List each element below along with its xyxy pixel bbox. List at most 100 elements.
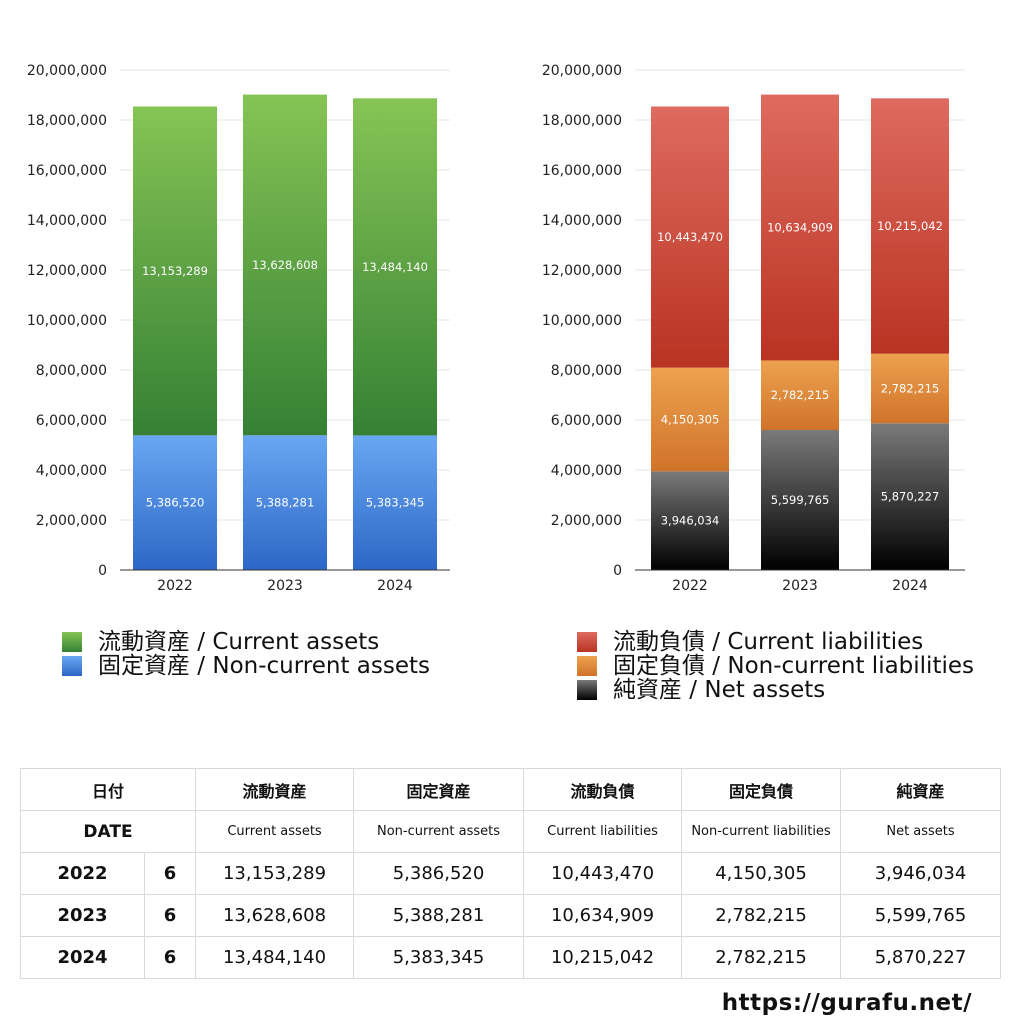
y-tick-label: 6,000,000 xyxy=(36,413,107,429)
y-tick-label: 18,000,000 xyxy=(542,113,622,129)
bar-segment xyxy=(133,106,217,436)
header-cell: 固定資産 xyxy=(353,768,525,811)
table-cell: 13,153,289 xyxy=(195,852,355,895)
y-tick-label: 10,000,000 xyxy=(27,313,107,329)
table-cell: 5,870,227 xyxy=(840,936,1002,979)
y-tick-label: 14,000,000 xyxy=(542,213,622,229)
bar-value-label: 13,628,608 xyxy=(252,258,318,272)
y-tick-label: 8,000,000 xyxy=(36,363,107,379)
table-cell: 13,484,140 xyxy=(195,936,355,979)
table-cell: 2,782,215 xyxy=(681,936,842,979)
x-tick-label: 2023 xyxy=(267,578,303,594)
bar-segment xyxy=(761,360,839,431)
y-tick-label: 16,000,000 xyxy=(27,163,107,179)
y-tick-label: 12,000,000 xyxy=(542,263,622,279)
bar-value-label: 5,870,227 xyxy=(881,490,940,504)
bar-segment xyxy=(133,435,217,570)
y-tick-label: 10,000,000 xyxy=(542,313,622,329)
y-tick-label: 14,000,000 xyxy=(27,213,107,229)
table-cell: 10,443,470 xyxy=(523,852,683,895)
y-tick-label: 4,000,000 xyxy=(551,463,622,479)
bar-value-label: 2,782,215 xyxy=(771,388,830,402)
bar-segment xyxy=(243,435,327,570)
y-tick-label: 2,000,000 xyxy=(36,513,107,529)
bar-segment xyxy=(243,94,327,436)
legend-swatch xyxy=(62,632,82,652)
row-year: 2024 xyxy=(20,936,145,979)
y-tick-label: 20,000,000 xyxy=(542,63,622,79)
bar-value-label: 3,946,034 xyxy=(661,514,720,528)
assets-chart: 0 2,000,000 4,000,000 6,000,000 8,000,000 10,… xyxy=(27,63,450,594)
bar-value-label: 5,388,281 xyxy=(256,496,315,510)
legend-label: 固定資産 / Non-current assets xyxy=(98,653,431,679)
header-cell-en: Current liabilities xyxy=(523,810,683,853)
y-tick-label: 20,000,000 xyxy=(27,63,107,79)
x-tick-label: 2024 xyxy=(377,578,413,594)
bar-value-label: 5,386,520 xyxy=(146,496,205,510)
table-cell: 5,599,765 xyxy=(840,894,1002,937)
table-cell: 5,388,281 xyxy=(353,894,525,937)
liabilities-chart: 0 2,000,000 4,000,000 6,000,000 8,000,000 10,… xyxy=(542,63,965,594)
row-month: 6 xyxy=(143,936,197,979)
bar-segment xyxy=(353,98,437,436)
charts-canvas: 0 2,000,000 4,000,000 6,000,000 8,000,000 10,… xyxy=(27,63,965,594)
legend-label: 固定負債 / Non-current liabilities xyxy=(613,653,974,679)
table-cell: 13,628,608 xyxy=(195,894,355,937)
table-cell: 4,150,305 xyxy=(681,852,842,895)
table-header-row: 日付 流動資産 固定資産 流動負債 固定負債 純資産 xyxy=(19,768,1002,811)
header-date-en: DATE xyxy=(19,810,197,853)
bar-value-label: 4,150,305 xyxy=(661,412,720,426)
bar-segment xyxy=(651,471,729,570)
row-month: 6 xyxy=(143,894,197,937)
bar-segment xyxy=(651,367,729,472)
header-cell-en: Non-current liabilities xyxy=(681,810,842,853)
x-tick-label: 2024 xyxy=(892,578,928,594)
bar-segment xyxy=(871,98,949,354)
x-tick-label: 2022 xyxy=(157,578,193,594)
legend-item-net-assets: 純資産 / Net assets xyxy=(577,678,974,702)
source-url: https://gurafu.net/ xyxy=(721,990,972,1016)
header-cell: 固定負債 xyxy=(681,768,842,811)
legend-swatch xyxy=(62,656,82,676)
bar-value-label: 10,215,042 xyxy=(877,219,943,233)
table-cell: 2,782,215 xyxy=(681,894,842,937)
table-cell: 10,634,909 xyxy=(523,894,683,937)
x-tick-label: 2023 xyxy=(782,578,818,594)
y-tick-label: 18,000,000 xyxy=(27,113,107,129)
legend-item-current-liabilities: 流動負債 / Current liabilities xyxy=(577,630,974,654)
bar-segment xyxy=(353,435,437,570)
y-tick-label: 16,000,000 xyxy=(542,163,622,179)
bar-segment xyxy=(761,430,839,570)
row-month: 6 xyxy=(143,852,197,895)
header-cell-en: Current assets xyxy=(195,810,355,853)
bar-segment xyxy=(871,353,949,424)
y-tick-label: 12,000,000 xyxy=(27,263,107,279)
header-cell: 流動負債 xyxy=(523,768,683,811)
header-cell-en: Net assets xyxy=(840,810,1002,853)
header-date: 日付 xyxy=(19,768,197,811)
bar-segment xyxy=(651,106,729,368)
balance-sheet-table: 日付 流動資産 固定資産 流動負債 固定負債 純資産 DATE Current … xyxy=(19,768,1002,979)
table-subheader-row: DATE Current assets Non-current assets C… xyxy=(19,810,1002,853)
table-cell: 5,383,345 xyxy=(353,936,525,979)
bar-value-label: 13,153,289 xyxy=(142,264,208,278)
row-year: 2022 xyxy=(20,852,145,895)
y-tick-label: 6,000,000 xyxy=(551,413,622,429)
legend-label: 純資産 / Net assets xyxy=(613,677,826,703)
table-cell: 10,215,042 xyxy=(523,936,683,979)
row-year: 2023 xyxy=(20,894,145,937)
y-tick-label: 2,000,000 xyxy=(551,513,622,529)
header-cell-en: Non-current assets xyxy=(353,810,525,853)
header-cell: 純資産 xyxy=(840,768,1002,811)
liabilities-legend: 流動負債 / Current liabilities 固定負債 / Non-cu… xyxy=(577,630,974,702)
legend-swatch xyxy=(577,656,597,676)
table-row: 2024 6 13,484,140 5,383,345 10,215,042 2… xyxy=(20,936,1002,979)
legend-item-current-assets: 流動資産 / Current assets xyxy=(62,630,430,654)
x-tick-label: 2022 xyxy=(672,578,708,594)
bar-segment xyxy=(871,423,949,570)
table-row: 2022 6 13,153,289 5,386,520 10,443,470 4… xyxy=(20,852,1002,895)
legend-label: 流動資産 / Current assets xyxy=(98,629,380,655)
legend-item-non-current-liabilities: 固定負債 / Non-current liabilities xyxy=(577,654,974,678)
legend-item-non-current-assets: 固定資産 / Non-current assets xyxy=(62,654,430,678)
bar-value-label: 2,782,215 xyxy=(881,381,940,395)
